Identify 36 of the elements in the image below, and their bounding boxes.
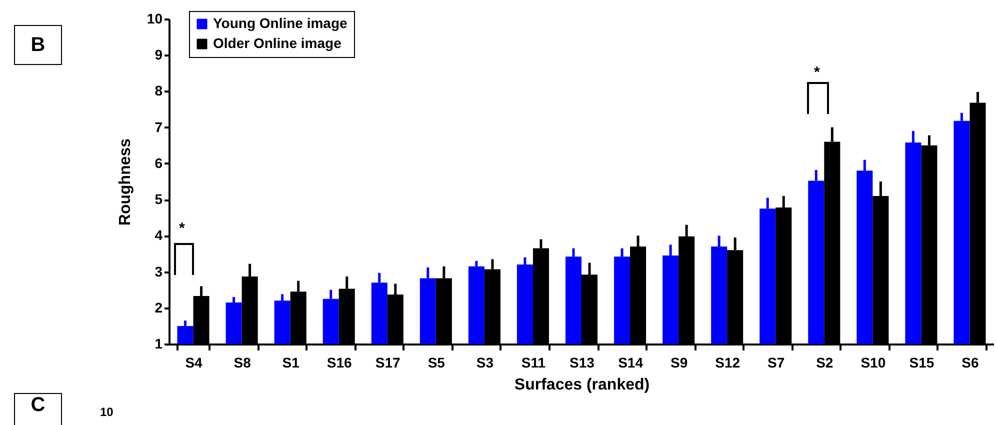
- x-tick-label: S14: [618, 354, 644, 370]
- x-tick-label: S11: [521, 354, 546, 370]
- annotation: *: [814, 64, 820, 81]
- y-tick-label: 7: [154, 118, 163, 135]
- x-tick-label: S8: [234, 354, 252, 370]
- annotation: *: [179, 220, 185, 237]
- x-tick-label: S13: [570, 354, 595, 370]
- legend-label: Young Online image: [213, 15, 348, 31]
- y-tick-label: 4: [154, 227, 163, 244]
- x-tick-label: S12: [715, 354, 740, 370]
- x-tick-label: S15: [909, 354, 934, 370]
- y-tick-label: 9: [154, 46, 163, 63]
- y-tick-label: 5: [154, 191, 163, 208]
- x-tick-label: S16: [326, 354, 352, 370]
- x-tick-label: S3: [476, 354, 494, 370]
- x-tick-label: S10: [860, 354, 886, 370]
- y-tick-label: 8: [154, 82, 163, 99]
- text: 10: [100, 405, 114, 419]
- x-tick-label: S9: [670, 354, 688, 370]
- y-axis-title: Roughness: [116, 138, 134, 226]
- y-tick-label: 2: [154, 299, 163, 316]
- x-tick-label: S17: [375, 354, 401, 370]
- x-axis-title: Surfaces (ranked): [514, 376, 650, 394]
- legend-label: Older Online image: [213, 35, 342, 51]
- x-tick-label: S6: [962, 354, 980, 370]
- x-tick-label: S1: [282, 354, 300, 370]
- x-tick-label: S4: [185, 354, 203, 370]
- x-tick-label: S5: [428, 354, 446, 370]
- x-tick-label: S2: [816, 354, 834, 370]
- y-tick-label: 10: [146, 10, 163, 26]
- text: B: [14, 25, 62, 65]
- text: C: [14, 393, 62, 425]
- y-tick-label: 6: [154, 154, 163, 171]
- y-tick-label: 1: [154, 336, 163, 352]
- x-tick-label: S7: [768, 354, 785, 370]
- y-tick-label: 3: [154, 263, 163, 280]
